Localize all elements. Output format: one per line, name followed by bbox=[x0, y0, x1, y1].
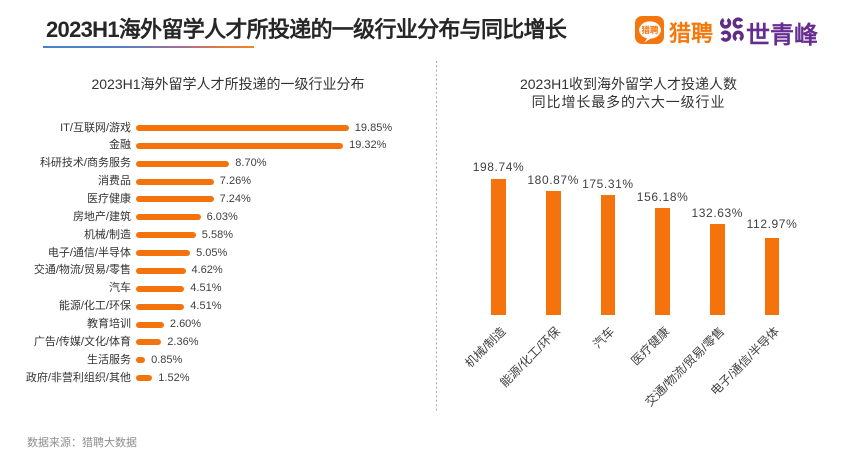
svg-text:猎聘: 猎聘 bbox=[640, 25, 659, 35]
